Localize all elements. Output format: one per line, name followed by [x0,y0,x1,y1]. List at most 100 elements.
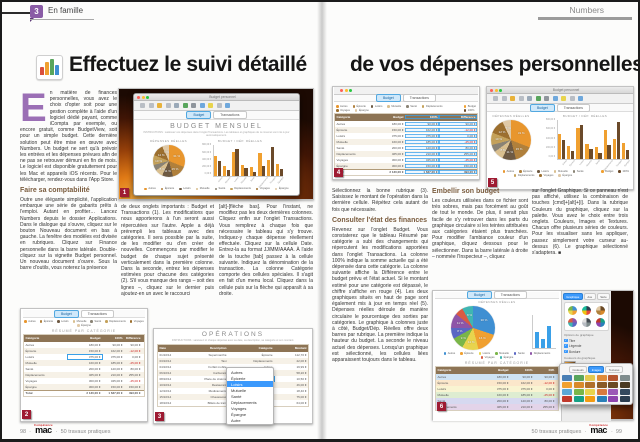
share-icon[interactable] [569,96,575,101]
table-row[interactable]: Voyages 300,00 €345,00 € -45,00 € [335,156,477,163]
tab-transactions[interactable]: Transactions [556,103,591,112]
chart-style-thumbnail[interactable] [580,317,592,328]
menu-item[interactable]: Épicerie [231,375,246,381]
comment-icon[interactable] [561,96,566,101]
table-row[interactable]: Mutuelle 160,00 €185,00 € -25,00 € [24,359,144,366]
color-swatch[interactable] [585,389,595,395]
minimize-icon[interactable] [344,89,348,92]
checkbox[interactable]: ✓ [564,343,568,348]
table-row[interactable]: Épicerie 150,00 €162,00 € -12,00 € [24,347,144,354]
table-row[interactable]: Déplacements 465,00 €210,00 €255,00 € [24,371,144,378]
color-swatch[interactable] [619,396,630,402]
checkbox[interactable]: ✓ [564,348,568,354]
tab-budget[interactable]: Budget [529,103,555,112]
table-row[interactable]: Mutuelle 160,00 €185,00 € -25,00 € [436,391,558,398]
chart-style-thumbnail[interactable] [567,305,579,316]
tab-budget[interactable]: Budget [466,291,492,299]
color-swatch[interactable] [562,389,572,395]
table-row[interactable]: Santé 200,00 €120,00 €80,00 € [24,365,144,372]
tab-budget[interactable]: Budget [186,111,212,119]
color-swatch[interactable] [596,375,607,381]
table-icon[interactable] [527,96,532,101]
color-swatch[interactable] [573,396,584,402]
table-row[interactable]: Déplacements 465,00 €210,00 €255,00 € [335,150,477,157]
view-icon[interactable] [493,96,498,101]
color-swatch[interactable] [608,375,618,381]
table-row[interactable]: 01/10/14 Supermarché Épicerie 112,70 € [158,351,308,358]
panel-tab[interactable]: Série [596,293,611,300]
color-swatch[interactable] [585,382,595,388]
zoom-icon[interactable] [148,103,154,108]
tab-transactions[interactable]: Transactions [402,94,437,102]
zoom-icon[interactable] [501,96,507,101]
color-swatch[interactable] [573,389,584,395]
color-swatch[interactable] [573,382,584,388]
close-icon[interactable] [137,95,140,99]
table-row[interactable]: Loisirs 375,00 €375,00 €0,00 € [335,132,477,139]
table-icon[interactable] [174,103,179,108]
refresh-icon[interactable] [518,96,524,101]
close-icon[interactable] [490,88,493,92]
table-row[interactable]: Épargne 300,00 €150,00 €150,00 € [335,162,477,169]
color-swatch[interactable] [619,389,630,395]
close-icon[interactable] [340,89,343,92]
table-row[interactable]: 03/10/14 Taxi Déplacements 22,00 € [158,357,308,364]
text-icon[interactable] [544,96,549,101]
color-swatch[interactable] [596,389,607,395]
window-titlebar[interactable]: Budget personnel [134,94,299,101]
view-icon[interactable] [140,103,145,108]
table-row[interactable]: Loisirs 375,00 €375,00 €0,00 € [24,353,144,360]
table-row[interactable]: Voyages 300,00 €345,00 € -45,00 € [24,377,144,384]
menu-item[interactable]: Autres [231,369,243,375]
panel-tab[interactable]: Images [588,366,605,373]
table-row[interactable]: Épargne 300,00 €150,00 €150,00 € [24,383,144,390]
menu-item[interactable]: Santé [231,393,242,399]
color-swatch[interactable] [619,375,630,381]
color-swatch[interactable] [596,382,607,388]
format-icon[interactable] [225,103,230,108]
window-titlebar[interactable]: Budget personnel [487,87,633,94]
table-row[interactable]: Mutuelle 160,00 €185,00 € -25,00 € [335,138,477,145]
menu-item[interactable]: Voyages [231,405,247,411]
budget-bar-chart[interactable]: 800,00 €600,00 €400,00 €200,00 €0,00 € Au… [546,119,631,171]
minimize-icon[interactable] [494,88,498,92]
color-swatch[interactable] [608,396,618,402]
bar-chart-box[interactable]: BUDGET / DÉP. RÉELLES 800,00 €600,00 €40… [197,139,284,188]
chart-icon[interactable] [182,103,188,108]
checkbox[interactable]: ✓ [564,337,568,343]
table-row[interactable]: Épicerie 150,00 €162,00 € -12,00 € [335,126,477,133]
chart-style-thumbnail[interactable] [580,305,592,316]
chart-icon[interactable] [535,96,541,101]
table-row[interactable]: Santé 200,00 €120,00 €80,00 € [436,397,558,404]
zoom-icon[interactable] [349,89,352,92]
budget-bar-chart[interactable]: 800,00 €600,00 €400,00 €200,00 €0,00 € Au… [202,144,284,188]
shape-icon[interactable] [199,103,205,108]
comment-icon[interactable] [208,103,213,108]
table-row[interactable]: Santé 200,00 €120,00 €80,00 € [335,144,477,151]
table-row[interactable]: Autres 180,00 €90,00 €90,00 € [335,120,477,127]
menu-item[interactable]: Épargne [231,411,247,417]
zoom-icon[interactable] [499,88,502,92]
color-swatch[interactable] [608,389,618,395]
minimize-icon[interactable] [141,95,145,99]
text-icon[interactable] [191,103,196,108]
tab-budget[interactable]: Budget [53,309,79,318]
color-swatch[interactable] [596,396,607,402]
chart-style-thumbnail[interactable] [567,317,579,328]
menu-item[interactable]: Mutuelle [231,387,247,393]
tab-transactions[interactable]: Transactions [213,111,247,119]
table-row[interactable]: Autres 180,00 €90,00 €90,00 € [436,373,558,380]
color-swatch[interactable] [619,382,630,388]
category-icon[interactable] [510,96,515,101]
table-row[interactable]: Loisirs 375,00 €375,00 €0,00 € [436,385,558,392]
menu-item[interactable]: Autre [231,417,241,423]
panel-tab[interactable]: Graphique [562,293,583,300]
tab-transactions[interactable]: Transactions [80,309,115,318]
color-swatch[interactable] [562,375,572,381]
panel-tab[interactable]: Textures [605,366,623,373]
color-swatch[interactable] [608,382,618,388]
panel-tab[interactable]: Couleurs [569,366,588,373]
zoom-icon[interactable] [146,95,149,99]
expenses-pie-chart[interactable]: 31 % 15 % 11 % 8 % 10 % 12 % 7 % [152,145,185,178]
expenses-pie-chart[interactable]: 31 % 15 % 11 % 8 % 10 % 12 % 7 % [491,120,531,160]
